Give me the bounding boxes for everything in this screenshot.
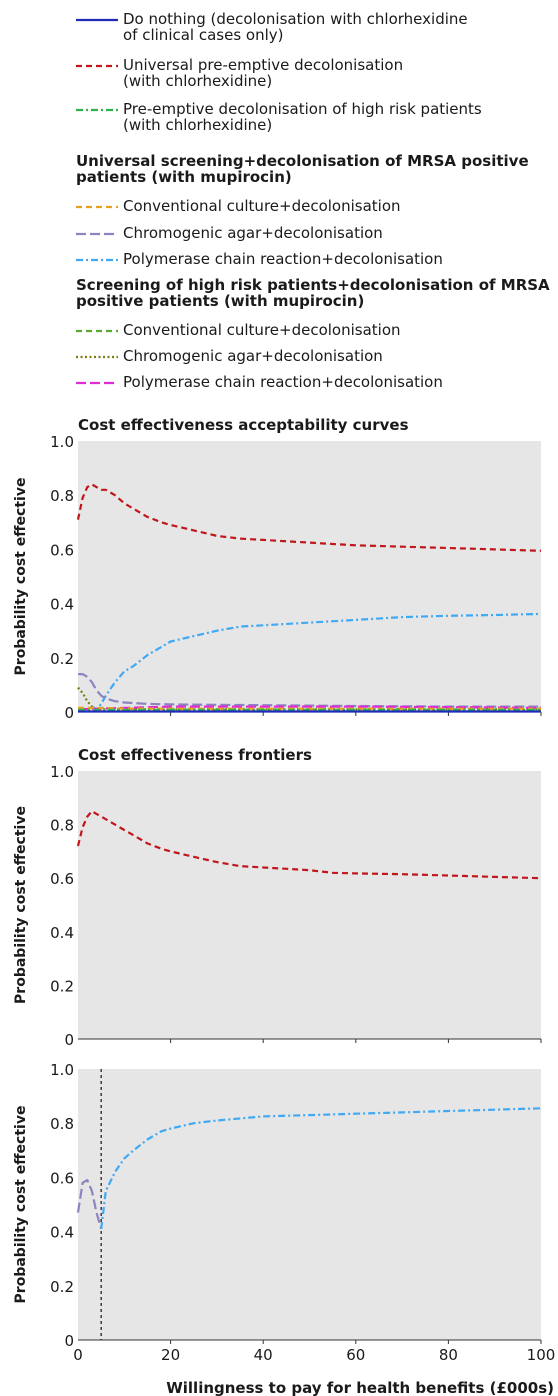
legend-label: Conventional culture+decolonisation [123,321,401,339]
y-tick-label: 0.2 [50,650,74,668]
x-axis-label: Willingness to pay for health benefits (… [166,1379,554,1396]
series-line-2 [91,612,542,711]
y-tick-label: 0 [64,704,74,722]
plot-area [78,1069,541,1340]
legend-item: Conventional culture+decolonisation [76,321,401,339]
y-tick-label: 0.4 [50,596,74,614]
x-tick-label: 20 [161,1346,180,1364]
chart-title: Cost effectiveness acceptability curves [78,416,409,434]
series-line-1 [76,810,542,880]
x-tick-label: 80 [439,1346,458,1364]
y-axis-label: Probability cost effective [13,806,29,1004]
legend-label: Polymerase chain reaction+decolonisation [123,250,443,268]
series-line-1 [76,1178,103,1230]
y-tick-label: 0.8 [50,817,74,835]
x-tick-label: 100 [527,1346,556,1364]
legend-item-universal-preemptive: Universal pre-emptive decolonisation(wit… [76,56,403,90]
legend-label: Chromogenic agar+decolonisation [123,224,383,242]
plot-area [78,441,541,712]
charts: Cost effectiveness acceptability curves 0… [13,416,555,1396]
legend-item: Polymerase chain reaction+decolonisation [76,373,443,391]
series-line-2 [100,1107,542,1230]
legend-label: of clinical cases only) [123,26,284,44]
legend-group-heading: positive patients (with mupirocin) [76,292,364,310]
y-tick-label: 0.2 [50,977,74,995]
legend-label: (with chlorhexidine) [123,116,272,134]
legend-label: Chromogenic agar+decolonisation [123,347,383,365]
y-tick-label: 0.2 [50,1278,74,1296]
y-tick-label: 1.0 [50,763,74,781]
y-tick-label: 1.0 [50,433,74,451]
legend: Do nothing (decolonisation with chlorhex… [76,10,550,391]
legend-label: Do nothing (decolonisation with chlorhex… [123,10,468,28]
y-axis-label: Probability cost effective [13,478,29,676]
y-tick-label: 0.8 [50,487,74,505]
chart-panel-3: 0 0.2 0.4 0.6 0.8 1.0 Probability cost effecti… [13,1061,555,1396]
y-axis-label: Probability cost effective [13,1106,29,1304]
legend-label: Polymerase chain reaction+decolonisation [123,373,443,391]
legend-label: (with chlorhexidine) [123,72,272,90]
legend-group-heading: patients (with mupirocin) [76,168,292,186]
legend-label: Conventional culture+decolonisation [123,197,401,215]
y-tick-label: 0.6 [50,541,74,559]
x-tick-label: 40 [254,1346,273,1364]
legend-group-heading: Screening of high risk patients+decoloni… [76,276,550,294]
legend-group-heading: Universal screening+decolonisation of MR… [76,152,529,170]
legend-item: Chromogenic agar+decolonisation [76,347,383,365]
legend-label: Pre-emptive decolonisation of high risk … [123,100,482,118]
legend-item: Polymerase chain reaction+decolonisation [76,250,443,268]
y-tick-label: 0.4 [50,924,74,942]
y-tick-label: 1.0 [50,1061,74,1079]
chart-panel-2: Cost effectiveness frontiers 0 0.2 0.4 0.6 0.… [13,746,542,1049]
chart-panel-1: Cost effectiveness acceptability curves 0… [13,416,542,722]
x-tick-label: 60 [346,1346,365,1364]
y-tick-label: 0 [64,1332,74,1350]
y-tick-label: 0.4 [50,1224,74,1242]
chart-title: Cost effectiveness frontiers [78,746,312,764]
legend-item-preemptive-high-risk: Pre-emptive decolonisation of high risk … [76,100,482,134]
y-tick-label: 0.6 [50,870,74,888]
y-tick-label: 0.6 [50,1169,74,1187]
legend-item-do-nothing: Do nothing (decolonisation with chlorhex… [76,10,468,44]
series-line-6 [78,706,541,710]
y-tick-label: 0 [64,1031,74,1049]
legend-item: Conventional culture+decolonisation [76,197,401,215]
plot-area [78,771,541,1039]
y-tick-label: 0.8 [50,1115,74,1133]
legend-item: Chromogenic agar+decolonisation [76,224,383,242]
series-line-1 [76,483,542,552]
x-tick-label: 0 [73,1346,83,1364]
series-line-5 [77,705,542,711]
legend-label: Universal pre-emptive decolonisation [123,56,403,74]
